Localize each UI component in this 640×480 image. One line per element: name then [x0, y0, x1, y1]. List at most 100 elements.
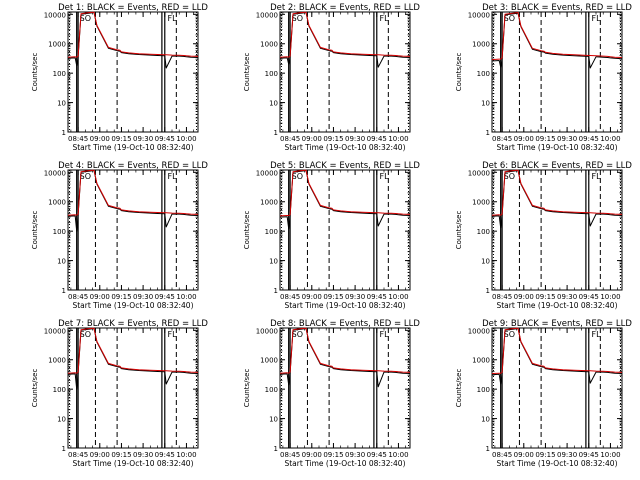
panel-title: Det 7: BLACK = Events, RED = LLD — [58, 319, 208, 329]
x-tick-label: 09:15 — [111, 451, 131, 459]
y-tick-label: 1000 — [472, 41, 490, 49]
y-tick-label: 1 — [486, 445, 490, 453]
y-axis-label: Counts/sec — [31, 369, 39, 408]
plot-frame — [279, 327, 411, 449]
y-tick-label: 1 — [274, 445, 278, 453]
x-tick-label: 09:30 — [557, 135, 577, 143]
y-tick-label: 1000 — [48, 41, 66, 49]
panel-title: Det 1: BLACK = Events, RED = LLD — [58, 3, 208, 13]
x-tick-label: 09:45 — [367, 135, 387, 143]
detector-panel-3: Det 3: BLACK = Events, RED = LLD 1 10 100 10… — [455, 3, 632, 152]
x-axis-label: Start Time (19-Oct-10 08:32:40) — [496, 143, 617, 152]
y-axis-label: Counts/sec — [31, 211, 39, 250]
y-axis-label: Counts/sec — [455, 53, 463, 92]
x-tick-label: 08:45 — [492, 451, 512, 459]
plot-frame — [279, 11, 411, 133]
x-tick-label: 09:00 — [514, 451, 534, 459]
x-tick-label: 09:15 — [535, 451, 555, 459]
y-axis-label: Counts/sec — [455, 211, 463, 250]
x-axis-label: Start Time (19-Oct-10 08:32:40) — [72, 301, 193, 310]
panel-annotation: FL — [591, 330, 601, 339]
plot-frame — [67, 327, 199, 449]
panel-title: Det 6: BLACK = Events, RED = LLD — [482, 161, 632, 171]
y-tick-label: 100 — [53, 70, 66, 78]
x-tick-label: 09:00 — [302, 451, 322, 459]
panel-annotation: SO — [80, 330, 91, 339]
lld-series-line — [491, 169, 623, 216]
y-axis-label: Counts/sec — [455, 369, 463, 408]
y-tick-label: 10000 — [256, 11, 278, 19]
y-tick-label: 1 — [62, 129, 66, 137]
y-tick-label: 10 — [57, 416, 66, 424]
x-tick-label: 09:45 — [155, 135, 175, 143]
detector-panel-8: Det 8: BLACK = Events, RED = LLD 1 10 100 10… — [243, 319, 420, 468]
x-tick-label: 09:00 — [90, 135, 110, 143]
lld-series-line — [279, 327, 411, 374]
y-tick-label: 10000 — [468, 169, 490, 177]
panel-annotation: FL — [167, 14, 177, 23]
detector-panel-2: Det 2: BLACK = Events, RED = LLD 1 10 100 10… — [243, 3, 420, 152]
detector-panel-7: Det 7: BLACK = Events, RED = LLD 1 10 100 10… — [31, 319, 208, 468]
y-tick-label: 10 — [269, 258, 278, 266]
y-tick-label: 1000 — [260, 357, 278, 365]
x-axis-label: Start Time (19-Oct-10 08:32:40) — [284, 143, 405, 152]
y-tick-label: 10 — [269, 100, 278, 108]
x-tick-label: 09:00 — [514, 293, 534, 301]
panel-annotation: FL — [167, 172, 177, 181]
panel-annotation: SO — [504, 14, 515, 23]
panel-annotation: SO — [80, 172, 91, 181]
x-tick-label: 10:00 — [388, 451, 408, 459]
y-tick-label: 100 — [477, 386, 490, 394]
x-tick-label: 09:30 — [133, 293, 153, 301]
y-axis-label: Counts/sec — [243, 211, 251, 250]
x-axis-label: Start Time (19-Oct-10 08:32:40) — [496, 459, 617, 468]
panel-annotation: FL — [379, 172, 389, 181]
x-tick-label: 10:00 — [388, 293, 408, 301]
lld-series-line — [67, 11, 199, 58]
y-tick-label: 1000 — [472, 357, 490, 365]
x-tick-label: 09:15 — [535, 293, 555, 301]
x-axis-label: Start Time (19-Oct-10 08:32:40) — [72, 143, 193, 152]
plot-frame — [279, 169, 411, 291]
x-tick-label: 10:00 — [388, 135, 408, 143]
y-tick-label: 100 — [265, 228, 278, 236]
x-tick-label: 09:00 — [514, 135, 534, 143]
x-tick-label: 09:15 — [323, 135, 343, 143]
lld-series-line — [67, 169, 199, 216]
x-tick-label: 09:45 — [155, 293, 175, 301]
panel-title: Det 4: BLACK = Events, RED = LLD — [58, 161, 208, 171]
plot-frame — [67, 169, 199, 291]
panel-title: Det 5: BLACK = Events, RED = LLD — [270, 161, 420, 171]
detector-panel-4: Det 4: BLACK = Events, RED = LLD 1 10 100 10… — [31, 161, 208, 310]
y-tick-label: 100 — [477, 228, 490, 236]
panel-annotation: FL — [379, 14, 389, 23]
x-axis-label: Start Time (19-Oct-10 08:32:40) — [284, 301, 405, 310]
x-tick-label: 09:15 — [111, 135, 131, 143]
y-axis-label: Counts/sec — [243, 369, 251, 408]
y-tick-label: 1 — [62, 445, 66, 453]
x-tick-label: 09:30 — [133, 451, 153, 459]
x-tick-label: 10:00 — [600, 293, 620, 301]
panel-title: Det 3: BLACK = Events, RED = LLD — [482, 3, 632, 13]
panel-title: Det 9: BLACK = Events, RED = LLD — [482, 319, 632, 329]
x-axis-label: Start Time (19-Oct-10 08:32:40) — [284, 459, 405, 468]
x-tick-label: 09:45 — [367, 451, 387, 459]
lld-series-line — [491, 12, 623, 61]
y-tick-label: 10 — [481, 100, 490, 108]
panel-title: Det 2: BLACK = Events, RED = LLD — [270, 3, 420, 13]
y-tick-label: 100 — [265, 386, 278, 394]
x-tick-label: 09:30 — [557, 451, 577, 459]
y-tick-label: 10 — [481, 258, 490, 266]
y-tick-label: 1 — [274, 129, 278, 137]
x-tick-label: 08:45 — [68, 135, 88, 143]
panel-annotation: SO — [292, 14, 303, 23]
panel-annotation: SO — [504, 330, 515, 339]
panel-title: Det 8: BLACK = Events, RED = LLD — [270, 319, 420, 329]
detector-panel-1: Det 1: BLACK = Events, RED = LLD 1 10 100 10… — [31, 3, 208, 152]
x-tick-label: 09:30 — [345, 135, 365, 143]
x-tick-label: 09:15 — [323, 451, 343, 459]
x-tick-label: 09:15 — [111, 293, 131, 301]
y-tick-label: 1000 — [260, 41, 278, 49]
panel-annotation: SO — [80, 14, 91, 23]
y-tick-label: 1 — [62, 287, 66, 295]
